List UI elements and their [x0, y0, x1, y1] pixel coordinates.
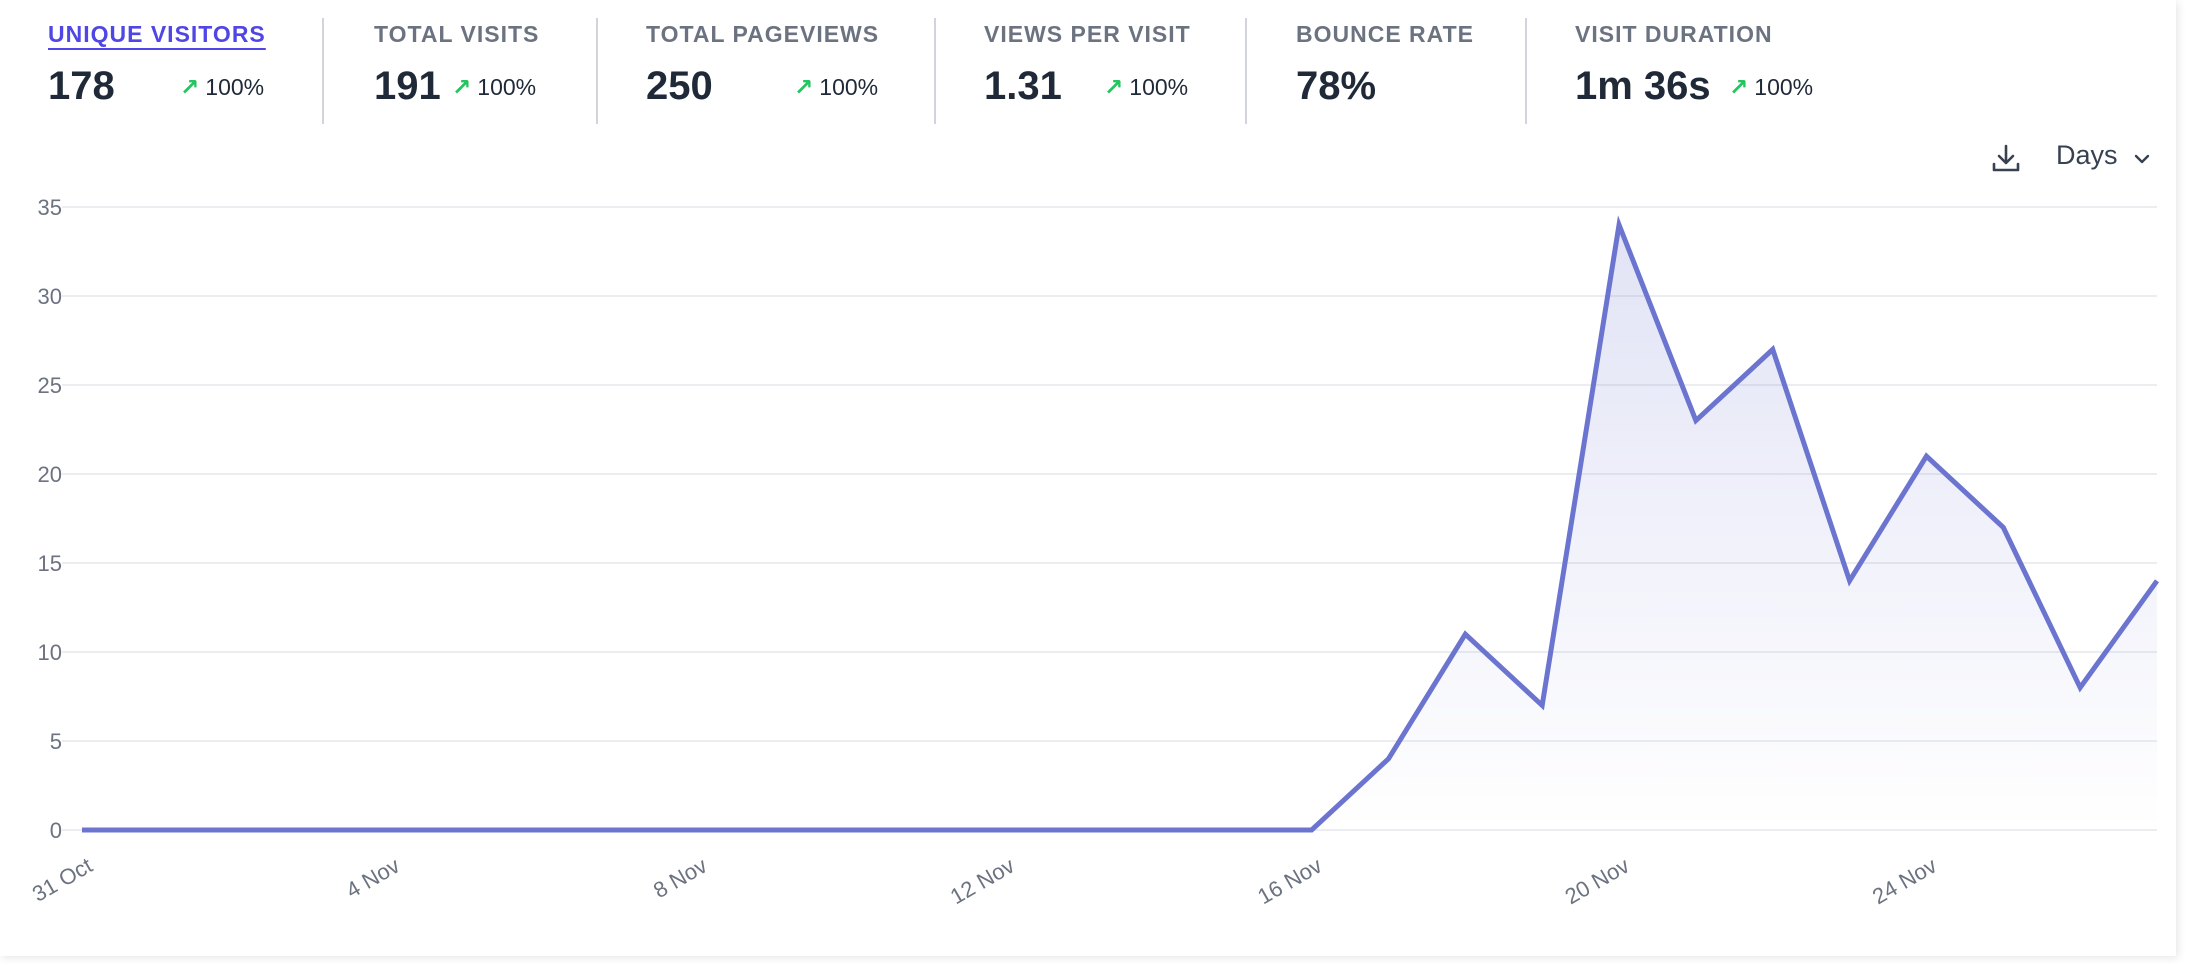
y-tick-label: 30 [38, 284, 62, 309]
stat-value: 78% [1296, 64, 1377, 108]
stat-change-value: 100% [1129, 74, 1189, 100]
trend-up-icon: ↗ [452, 74, 472, 100]
x-tick-label: 4 Nov [342, 853, 404, 903]
trend-up-icon: ↗ [1729, 74, 1749, 100]
stat-change-value: 100% [205, 74, 265, 100]
x-tick-label: 8 Nov [649, 853, 711, 903]
stat-total-visits[interactable]: TOTAL VISITS 191 ↗ 100% [374, 0, 594, 124]
y-tick-label: 0 [50, 818, 62, 843]
top-stats: UNIQUE VISITORS 178 ↗ 100% TOTAL VISITS 1… [0, 0, 2176, 130]
stat-value: 1m 36s [1575, 64, 1711, 108]
x-tick-label: 24 Nov [1868, 853, 1941, 910]
stat-change: ↗ 100% [1729, 74, 1813, 101]
stat-visit-duration[interactable]: VISIT DURATION 1m 36s ↗ 100% [1575, 0, 1875, 124]
stat-label[interactable]: VISIT DURATION [1575, 21, 1773, 47]
x-tick-label: 12 Nov [946, 853, 1019, 910]
stat-label[interactable]: VIEWS PER VISIT [984, 21, 1191, 47]
stat-change-value: 100% [477, 74, 537, 100]
y-tick-label: 5 [50, 729, 62, 754]
stat-label[interactable]: UNIQUE VISITORS [48, 21, 266, 47]
stat-change: ↗ 100% [180, 74, 264, 101]
download-icon[interactable] [1986, 138, 2026, 178]
stat-bounce-rate[interactable]: BOUNCE RATE 78% [1296, 0, 1496, 124]
y-tick-label: 10 [38, 640, 62, 665]
stat-change: ↗ 100% [452, 74, 536, 101]
trend-up-icon: ↗ [1104, 74, 1124, 100]
trend-up-icon: ↗ [794, 74, 814, 100]
stat-divider [1525, 18, 1527, 124]
interval-select[interactable]: Days [2056, 140, 2151, 172]
chevron-down-icon [2133, 141, 2151, 172]
stat-divider [322, 18, 324, 124]
stat-divider [596, 18, 598, 124]
stat-value: 250 [646, 64, 713, 108]
stat-change-value: 100% [819, 74, 879, 100]
stat-value: 178 [48, 64, 115, 108]
y-tick-label: 15 [38, 551, 62, 576]
stat-change: ↗ 100% [1104, 74, 1188, 101]
interval-label: Days [2056, 140, 2118, 170]
visitors-line-chart: 0 5 10 15 20 25 30 35 31 Oct 4 Nov 8 Nov 12 Nov 16 N… [28, 195, 2160, 910]
y-tick-label: 20 [38, 462, 62, 487]
stat-unique-visitors[interactable]: UNIQUE VISITORS 178 ↗ 100% [48, 0, 298, 124]
series-area [82, 224, 2157, 831]
stat-divider [934, 18, 936, 124]
stat-total-pageviews[interactable]: TOTAL PAGEVIEWS 250 ↗ 100% [646, 0, 896, 124]
stat-label[interactable]: TOTAL PAGEVIEWS [646, 21, 880, 47]
stat-label[interactable]: TOTAL VISITS [374, 21, 540, 47]
stat-value: 191 [374, 64, 441, 108]
stat-divider [1245, 18, 1247, 124]
y-tick-label: 25 [38, 373, 62, 398]
series-line [82, 215, 2160, 833]
y-tick-label: 35 [38, 195, 62, 220]
dashboard-card: UNIQUE VISITORS 178 ↗ 100% TOTAL VISITS 1… [0, 0, 2176, 910]
trend-up-icon: ↗ [180, 74, 200, 100]
x-tick-label: 16 Nov [1253, 853, 1326, 910]
stat-label[interactable]: BOUNCE RATE [1296, 21, 1474, 47]
stat-change-value: 100% [1754, 74, 1814, 100]
stat-views-per-visit[interactable]: VIEWS PER VISIT 1.31 ↗ 100% [984, 0, 1224, 124]
stat-value: 1.31 [984, 64, 1062, 108]
stat-change: ↗ 100% [794, 74, 878, 101]
x-tick-label: 31 Oct [28, 853, 97, 907]
x-tick-label: 20 Nov [1561, 853, 1634, 910]
